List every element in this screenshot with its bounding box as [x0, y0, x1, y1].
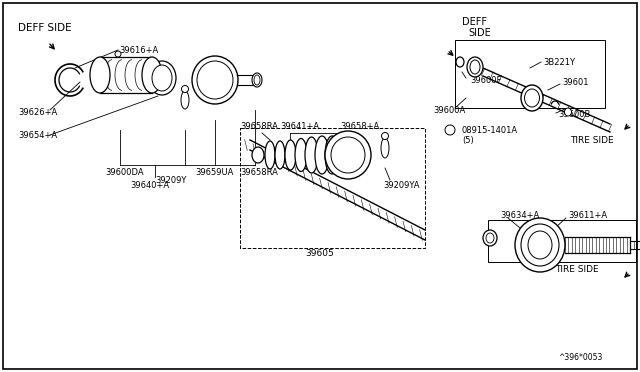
Text: 39641+A: 39641+A — [280, 122, 319, 131]
Ellipse shape — [525, 89, 540, 107]
Text: 39600B: 39600B — [558, 109, 590, 119]
Ellipse shape — [381, 138, 389, 158]
Ellipse shape — [192, 56, 238, 104]
Ellipse shape — [325, 131, 371, 179]
Bar — [488, 220, 636, 262]
Ellipse shape — [456, 57, 464, 67]
Ellipse shape — [528, 231, 552, 259]
Text: W: W — [446, 128, 452, 132]
Text: 39601: 39601 — [562, 77, 589, 87]
Ellipse shape — [515, 218, 565, 272]
Ellipse shape — [90, 57, 110, 93]
Ellipse shape — [305, 137, 318, 173]
Ellipse shape — [483, 230, 497, 246]
Ellipse shape — [275, 141, 285, 169]
Text: 39658+A: 39658+A — [340, 122, 380, 131]
Text: 39600F: 39600F — [470, 76, 501, 84]
Text: 39634+A: 39634+A — [500, 211, 540, 219]
Text: 39209YA: 39209YA — [383, 180, 419, 189]
Ellipse shape — [445, 125, 455, 135]
Text: 39616+A: 39616+A — [119, 45, 158, 55]
Text: 39600DA: 39600DA — [105, 167, 143, 176]
Text: 39600A: 39600A — [433, 106, 465, 115]
Text: 39658RA: 39658RA — [240, 167, 278, 176]
Text: 39654+A: 39654+A — [18, 131, 57, 140]
Text: SIDE: SIDE — [468, 28, 491, 38]
Text: DEFF SIDE: DEFF SIDE — [18, 23, 72, 33]
Ellipse shape — [381, 132, 388, 140]
Text: TIRE SIDE: TIRE SIDE — [570, 135, 614, 144]
Ellipse shape — [197, 61, 233, 99]
Text: (5): (5) — [462, 135, 474, 144]
Text: DEFF: DEFF — [462, 17, 487, 27]
Ellipse shape — [252, 73, 262, 87]
Ellipse shape — [265, 141, 275, 169]
Ellipse shape — [470, 60, 480, 74]
Ellipse shape — [252, 147, 264, 163]
Ellipse shape — [331, 137, 365, 173]
Ellipse shape — [142, 57, 162, 93]
Text: TIRE SIDE: TIRE SIDE — [555, 266, 598, 275]
Text: 3B221Y: 3B221Y — [543, 58, 575, 67]
Text: 39640+A: 39640+A — [130, 180, 169, 189]
Ellipse shape — [148, 61, 176, 95]
Ellipse shape — [521, 224, 559, 266]
Ellipse shape — [152, 65, 172, 91]
Ellipse shape — [467, 57, 483, 77]
Ellipse shape — [486, 233, 494, 243]
Ellipse shape — [521, 85, 543, 111]
Ellipse shape — [254, 75, 260, 85]
Text: 39658RA: 39658RA — [240, 122, 278, 131]
Text: ^396*0053: ^396*0053 — [558, 353, 602, 362]
Ellipse shape — [181, 91, 189, 109]
Ellipse shape — [182, 86, 189, 93]
Ellipse shape — [295, 138, 307, 171]
Ellipse shape — [325, 136, 339, 174]
Text: 39611+A: 39611+A — [568, 211, 607, 219]
Text: 39209Y: 39209Y — [155, 176, 186, 185]
Bar — [240, 128, 425, 248]
Ellipse shape — [315, 136, 329, 174]
Text: 39605: 39605 — [305, 248, 333, 257]
Ellipse shape — [115, 51, 121, 57]
Text: 08915-1401A: 08915-1401A — [462, 125, 518, 135]
Text: 39659UA: 39659UA — [195, 167, 234, 176]
Bar — [455, 40, 605, 108]
Ellipse shape — [564, 108, 572, 116]
Text: 39626+A: 39626+A — [18, 108, 57, 116]
Ellipse shape — [285, 140, 296, 170]
